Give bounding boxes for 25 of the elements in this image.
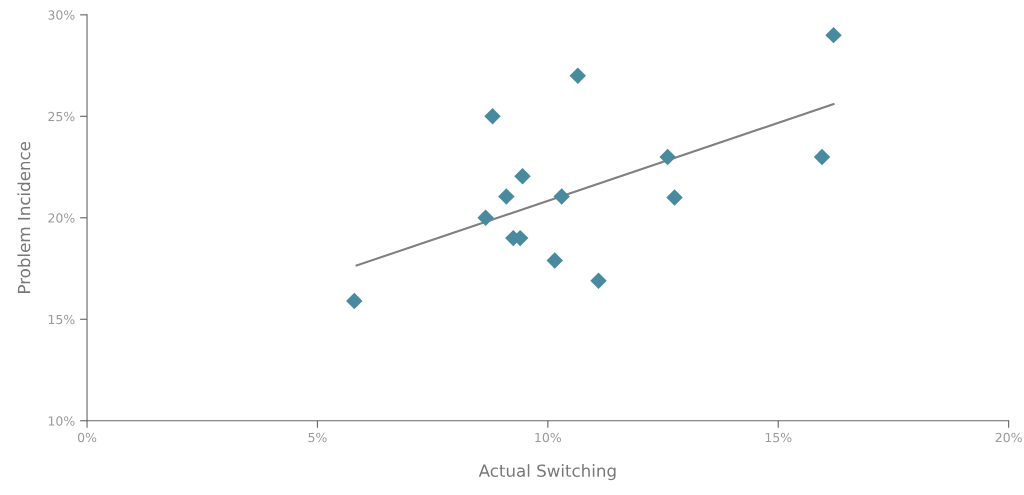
y-tick-label: 20% xyxy=(48,213,75,223)
point xyxy=(590,272,607,289)
point xyxy=(659,148,676,166)
point xyxy=(514,167,531,185)
point xyxy=(477,209,494,227)
point xyxy=(498,188,515,205)
x-tick-label: 10% xyxy=(535,432,562,443)
y-tick-label: 25% xyxy=(48,111,75,122)
point xyxy=(346,292,363,310)
x-tick-label: 15% xyxy=(765,432,792,443)
x-axis-title: Actual Switching xyxy=(478,464,616,481)
x-tick-label: 0% xyxy=(77,432,97,443)
x-tick-label: 5% xyxy=(308,432,327,443)
point xyxy=(813,148,831,166)
x-tick-label: 20% xyxy=(995,432,1022,443)
point xyxy=(553,188,570,205)
point xyxy=(666,189,683,206)
y-tick-label: 30% xyxy=(48,10,75,20)
point xyxy=(569,67,587,84)
point xyxy=(546,252,563,269)
point xyxy=(484,108,501,125)
point xyxy=(825,26,842,44)
y-tick-label: 10% xyxy=(48,416,75,426)
y-tick-label: 15% xyxy=(48,314,75,325)
y-axis-title: Problem Incidence xyxy=(17,141,31,293)
